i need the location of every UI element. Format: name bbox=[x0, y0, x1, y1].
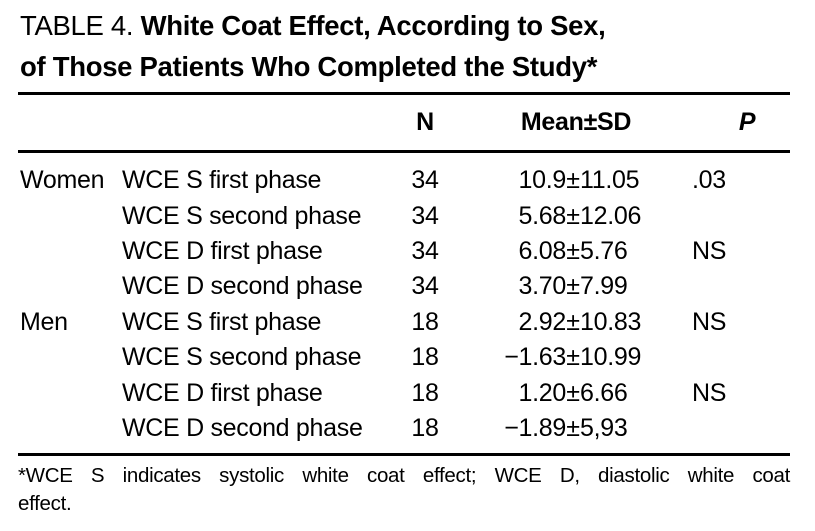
cell-measure: WCE D second phase bbox=[122, 413, 363, 442]
table-title-text: White Coat Effect, According to Sex, bbox=[140, 10, 606, 41]
cell-sex bbox=[20, 234, 122, 269]
cell-n: 18 bbox=[411, 343, 439, 372]
table-row: WCE S second phase 34 5.68±12.06 bbox=[20, 198, 790, 233]
mean-value: 10.9 bbox=[518, 166, 567, 195]
cell-measure: WCE D first phase bbox=[122, 236, 323, 265]
table-row: WCE D first phase 34 6.08±5.76 NS bbox=[20, 234, 790, 269]
column-header-p: P bbox=[738, 108, 756, 136]
mean-value: −1.89 bbox=[504, 413, 566, 442]
table-row: WCE D first phase 18 1.20±6.66 NS bbox=[20, 375, 790, 410]
sd-value: 5.76 bbox=[580, 236, 628, 265]
cell-sex: Men bbox=[20, 307, 68, 336]
plus-minus-sign: ± bbox=[566, 166, 580, 195]
table-number-label: TABLE 4. bbox=[20, 10, 141, 41]
table-row: WCE S second phase 18 −1.63±10.99 bbox=[20, 340, 790, 375]
cell-n: 18 bbox=[411, 413, 439, 442]
sd-value: 12.06 bbox=[580, 201, 642, 230]
cell-sex bbox=[20, 269, 122, 304]
cell-p: NS bbox=[692, 307, 727, 336]
table-row: Men WCE S first phase 18 2.92±10.83 NS bbox=[20, 305, 790, 340]
sd-value: 6.66 bbox=[580, 378, 628, 407]
cell-mean-sd: −1.63±10.99 bbox=[460, 340, 692, 375]
table-title: TABLE 4. White Coat Effect, According to… bbox=[20, 5, 606, 87]
cell-mean-sd: 2.92±10.83 bbox=[460, 305, 692, 340]
mean-value: 1.20 bbox=[518, 378, 567, 407]
table-title-line1: TABLE 4. White Coat Effect, According to… bbox=[20, 5, 606, 46]
cell-n: 18 bbox=[411, 307, 439, 336]
table-row: Women WCE S first phase 34 10.9±11.05 .0… bbox=[20, 163, 790, 198]
cell-measure: WCE S second phase bbox=[122, 201, 362, 230]
sd-value: 7.99 bbox=[580, 272, 628, 301]
cell-n: 18 bbox=[411, 378, 439, 407]
cell-sex: Women bbox=[20, 166, 105, 195]
cell-measure: WCE D second phase bbox=[122, 272, 363, 301]
plus-minus-sign: ± bbox=[566, 307, 580, 336]
column-header-n: N bbox=[416, 108, 434, 136]
data-table: Women WCE S first phase 34 10.9±11.05 .0… bbox=[20, 163, 790, 446]
cell-p: NS bbox=[692, 378, 727, 407]
cell-measure: WCE S first phase bbox=[122, 307, 322, 336]
rule-below-header bbox=[18, 150, 790, 153]
mean-value: 6.08 bbox=[518, 236, 567, 265]
cell-p bbox=[692, 198, 790, 233]
rule-bottom bbox=[18, 453, 790, 456]
sd-value: 10.83 bbox=[580, 307, 642, 336]
cell-p: .03 bbox=[692, 166, 726, 195]
cell-mean-sd: 3.70±7.99 bbox=[460, 269, 692, 304]
mean-value: −1.63 bbox=[504, 343, 566, 372]
cell-measure: WCE S second phase bbox=[122, 343, 362, 372]
plus-minus-sign: ± bbox=[566, 343, 580, 372]
cell-sex bbox=[20, 340, 122, 375]
table-title-line2: of Those Patients Who Completed the Stud… bbox=[20, 51, 598, 82]
cell-measure: WCE S first phase bbox=[122, 166, 322, 195]
mean-value: 2.92 bbox=[518, 307, 567, 336]
cell-p bbox=[692, 269, 790, 304]
table-row: WCE D second phase 34 3.70±7.99 bbox=[20, 269, 790, 304]
mean-value: 3.70 bbox=[518, 272, 567, 301]
mean-value: 5.68 bbox=[518, 201, 567, 230]
cell-sex bbox=[20, 375, 122, 410]
cell-mean-sd: 5.68±12.06 bbox=[460, 198, 692, 233]
cell-n: 34 bbox=[411, 166, 439, 195]
cell-mean-sd: 10.9±11.05 bbox=[460, 163, 692, 198]
footnote-line2: effect. bbox=[18, 491, 72, 515]
cell-p bbox=[692, 340, 790, 375]
sd-value: 5,93 bbox=[580, 413, 628, 442]
plus-minus-sign: ± bbox=[566, 201, 580, 230]
cell-n: 34 bbox=[411, 272, 439, 301]
table-row: WCE D second phase 18 −1.89±5,93 bbox=[20, 411, 790, 446]
cell-mean-sd: 1.20±6.66 bbox=[460, 375, 692, 410]
cell-n: 34 bbox=[411, 236, 439, 265]
rule-top bbox=[18, 92, 790, 95]
cell-mean-sd: 6.08±5.76 bbox=[460, 234, 692, 269]
cell-n: 34 bbox=[411, 201, 439, 230]
plus-minus-sign: ± bbox=[566, 413, 580, 442]
cell-sex bbox=[20, 198, 122, 233]
plus-minus-sign: ± bbox=[566, 236, 580, 265]
plus-minus-sign: ± bbox=[566, 272, 580, 301]
footnote-line1: *WCE S indicates systolic white coat eff… bbox=[18, 464, 790, 487]
table-footnote: *WCE S indicates systolic white coat eff… bbox=[18, 462, 790, 517]
cell-measure: WCE D first phase bbox=[122, 378, 323, 407]
cell-p bbox=[692, 411, 790, 446]
plus-minus-sign: ± bbox=[566, 378, 580, 407]
sd-value: 10.99 bbox=[580, 343, 642, 372]
column-header-mean-sd: Mean±SD bbox=[520, 108, 632, 136]
cell-p: NS bbox=[692, 236, 727, 265]
cell-sex bbox=[20, 411, 122, 446]
cell-mean-sd: −1.89±5,93 bbox=[460, 411, 692, 446]
sd-value: 11.05 bbox=[580, 166, 640, 195]
